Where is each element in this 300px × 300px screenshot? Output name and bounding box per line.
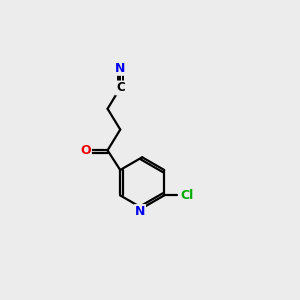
Text: Cl: Cl [181,189,194,202]
Text: C: C [116,82,124,94]
Text: N: N [135,205,145,218]
Text: O: O [80,144,91,157]
Text: N: N [115,62,125,75]
